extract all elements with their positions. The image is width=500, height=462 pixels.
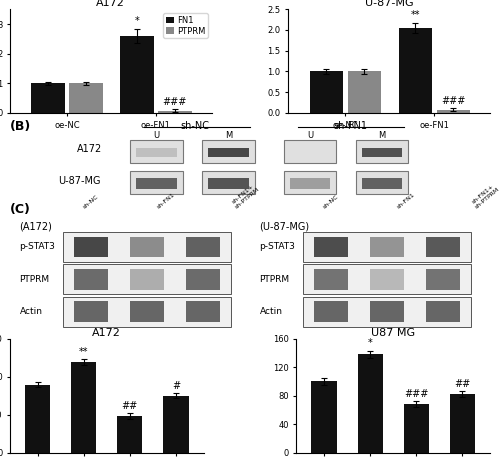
FancyBboxPatch shape (314, 301, 348, 322)
Text: sh-NC: sh-NC (180, 122, 210, 131)
Text: Actin: Actin (260, 307, 282, 316)
Bar (348, 72, 381, 113)
FancyBboxPatch shape (314, 269, 348, 290)
Bar (71, 362, 96, 453)
Text: **: ** (410, 10, 420, 20)
Text: sh-FN1: sh-FN1 (156, 192, 176, 210)
FancyBboxPatch shape (63, 232, 231, 262)
FancyBboxPatch shape (186, 301, 220, 322)
FancyBboxPatch shape (426, 237, 460, 257)
Text: Actin: Actin (20, 307, 42, 316)
FancyBboxPatch shape (362, 178, 402, 189)
Text: (C): (C) (10, 203, 31, 216)
Text: U: U (307, 131, 313, 140)
Text: ###: ### (441, 96, 466, 106)
Text: ##: ## (454, 379, 470, 389)
FancyBboxPatch shape (136, 148, 176, 157)
Bar (117, 416, 142, 453)
FancyBboxPatch shape (314, 237, 348, 257)
FancyBboxPatch shape (284, 140, 337, 163)
Bar (70, 83, 102, 113)
FancyBboxPatch shape (356, 140, 408, 163)
Bar (404, 404, 429, 453)
Title: U-87-MG: U-87-MG (365, 0, 414, 8)
FancyBboxPatch shape (186, 237, 220, 257)
Title: U87 MG: U87 MG (371, 328, 416, 338)
Text: **: ** (79, 346, 88, 357)
Text: M: M (225, 131, 232, 140)
Text: *: * (134, 16, 140, 26)
FancyBboxPatch shape (130, 140, 183, 163)
Text: #: # (172, 381, 180, 391)
FancyBboxPatch shape (74, 269, 108, 290)
FancyBboxPatch shape (202, 171, 255, 194)
Bar (398, 28, 432, 113)
Text: ###: ### (404, 389, 428, 399)
FancyBboxPatch shape (370, 269, 404, 290)
FancyBboxPatch shape (74, 301, 108, 322)
Bar (163, 396, 188, 453)
FancyBboxPatch shape (130, 237, 164, 257)
FancyBboxPatch shape (303, 297, 471, 327)
FancyBboxPatch shape (370, 301, 404, 322)
FancyBboxPatch shape (130, 301, 164, 322)
FancyBboxPatch shape (130, 171, 183, 194)
Bar (450, 394, 475, 453)
Bar (310, 72, 343, 113)
FancyBboxPatch shape (290, 178, 330, 189)
Legend: FN1, PTPRM: FN1, PTPRM (164, 13, 208, 38)
Bar (358, 354, 383, 453)
Bar (120, 36, 154, 113)
FancyBboxPatch shape (202, 140, 255, 163)
Text: (A172): (A172) (20, 222, 52, 232)
Text: PTPRM: PTPRM (260, 275, 290, 284)
Text: sh-FN1+
sh-PTPRM: sh-FN1+ sh-PTPRM (471, 182, 500, 210)
Text: (B): (B) (10, 120, 31, 133)
FancyBboxPatch shape (130, 269, 164, 290)
Bar (158, 110, 192, 113)
Text: sh-NC: sh-NC (82, 194, 100, 210)
Bar (32, 83, 64, 113)
Text: ##: ## (122, 401, 138, 411)
Text: (U-87-MG): (U-87-MG) (260, 222, 310, 232)
Bar (312, 382, 337, 453)
FancyBboxPatch shape (303, 264, 471, 294)
Title: A172: A172 (96, 0, 126, 8)
Text: sh-NC: sh-NC (322, 194, 340, 210)
Text: sh-FN1: sh-FN1 (334, 122, 368, 131)
FancyBboxPatch shape (362, 148, 402, 157)
Text: sh-FN1: sh-FN1 (396, 192, 416, 210)
FancyBboxPatch shape (426, 301, 460, 322)
FancyBboxPatch shape (208, 178, 248, 189)
Bar (25, 385, 50, 453)
Text: sh-FN1+
sh-PTPRM: sh-FN1+ sh-PTPRM (231, 182, 261, 210)
FancyBboxPatch shape (74, 237, 108, 257)
Text: PTPRM: PTPRM (20, 275, 50, 284)
FancyBboxPatch shape (63, 264, 231, 294)
Title: A172: A172 (92, 328, 121, 338)
FancyBboxPatch shape (426, 269, 460, 290)
Text: p-STAT3: p-STAT3 (20, 243, 56, 251)
Text: A172: A172 (77, 145, 102, 154)
FancyBboxPatch shape (186, 269, 220, 290)
FancyBboxPatch shape (284, 171, 337, 194)
Bar (436, 109, 470, 113)
Text: M: M (378, 131, 386, 140)
FancyBboxPatch shape (370, 237, 404, 257)
Text: *: * (368, 339, 372, 348)
Text: ###: ### (162, 97, 187, 107)
FancyBboxPatch shape (63, 297, 231, 327)
FancyBboxPatch shape (356, 171, 408, 194)
Text: U-87-MG: U-87-MG (58, 176, 100, 186)
FancyBboxPatch shape (303, 232, 471, 262)
Text: U: U (154, 131, 160, 140)
FancyBboxPatch shape (136, 178, 176, 189)
FancyBboxPatch shape (208, 148, 248, 157)
Text: p-STAT3: p-STAT3 (260, 243, 296, 251)
FancyBboxPatch shape (290, 148, 330, 157)
